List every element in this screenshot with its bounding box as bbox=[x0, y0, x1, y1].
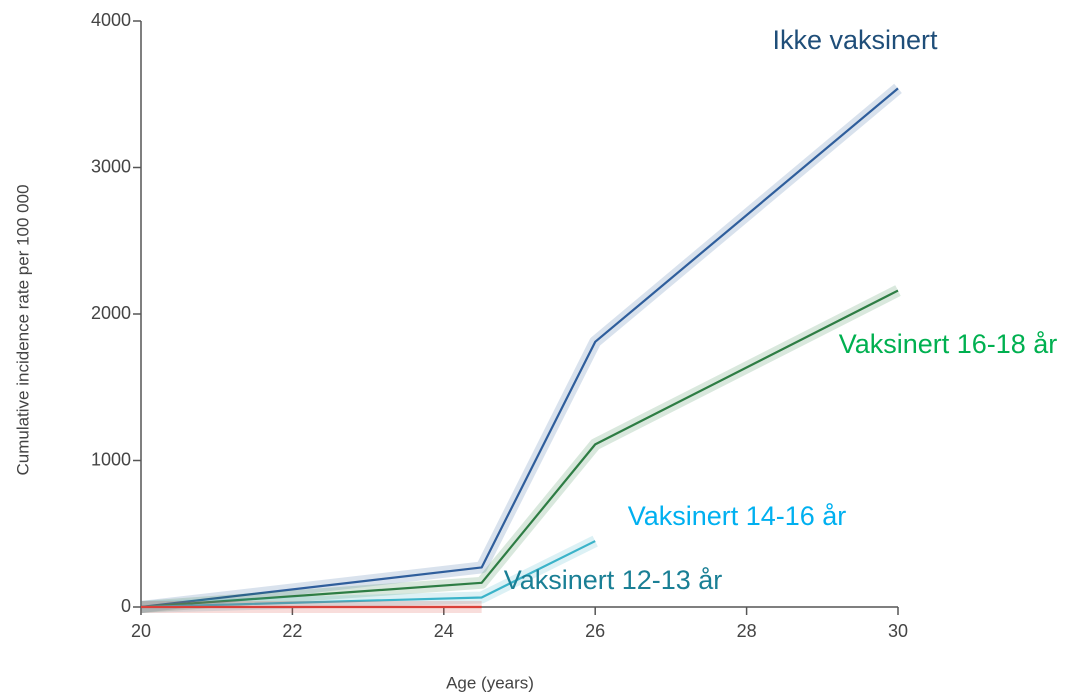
x-tick-label: 28 bbox=[737, 621, 757, 641]
y-tick-label: 1000 bbox=[91, 449, 131, 469]
y-tick-label: 0 bbox=[121, 596, 131, 616]
x-tick-label: 22 bbox=[282, 621, 302, 641]
series-line bbox=[140, 540, 596, 609]
series-label: Vaksinert 14-16 år bbox=[628, 501, 847, 531]
y-tick-label: 4000 bbox=[91, 10, 131, 30]
confidence-band bbox=[140, 285, 901, 613]
x-tick-label: 30 bbox=[888, 621, 908, 641]
y-tick-label: 3000 bbox=[91, 156, 131, 176]
series-line bbox=[140, 289, 899, 609]
x-axis-title: Age (years) bbox=[446, 673, 534, 692]
series-label: Ikke vaksinert bbox=[772, 25, 938, 55]
x-tick-label: 24 bbox=[434, 621, 454, 641]
series-label: Vaksinert 16-18 år bbox=[839, 329, 1058, 359]
y-tick-label: 2000 bbox=[91, 303, 131, 323]
x-tick-label: 20 bbox=[131, 621, 151, 641]
x-tick-label: 26 bbox=[585, 621, 605, 641]
series-line bbox=[140, 87, 899, 609]
series-label: Vaksinert 12-13 år bbox=[504, 565, 723, 595]
y-axis-title: Cumulative incidence rate per 100 000 bbox=[13, 184, 32, 475]
